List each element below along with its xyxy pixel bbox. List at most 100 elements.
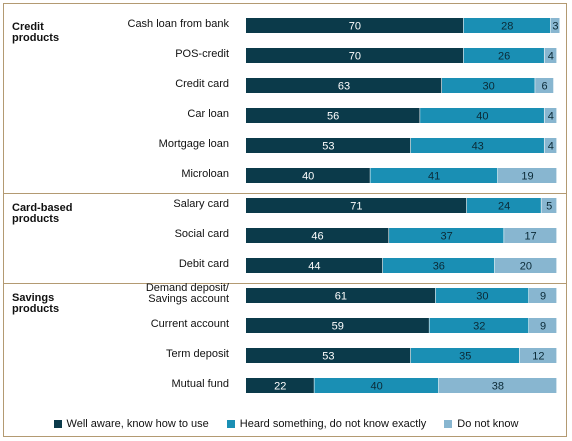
- bar-segment: [246, 258, 383, 273]
- bar-segment: [441, 78, 535, 93]
- data-label: 4: [548, 51, 554, 63]
- data-label: 70: [349, 51, 361, 63]
- legend-item: Do not know: [444, 418, 518, 430]
- chart-frame: [3, 3, 567, 437]
- data-label: 28: [501, 21, 513, 33]
- legend-label: Well aware, know how to use: [66, 418, 209, 430]
- bar-segment: [246, 78, 442, 93]
- data-label: 35: [459, 351, 471, 363]
- data-label: 41: [428, 171, 440, 183]
- data-label: 40: [476, 111, 488, 123]
- category-label: Term deposit: [166, 348, 229, 360]
- bar-segment: [463, 48, 544, 63]
- chart-legend: Well aware, know how to use Heard someth…: [0, 416, 572, 432]
- group-label-line: products: [12, 213, 60, 225]
- bar-row: Cash loan from bank 70 28 3: [128, 18, 560, 33]
- data-label: 40: [370, 381, 382, 393]
- data-label: 30: [482, 81, 494, 93]
- data-label: 6: [541, 81, 547, 93]
- data-label: 3: [552, 21, 558, 33]
- group-label-line: products: [12, 303, 60, 315]
- bar-segment: [246, 108, 420, 123]
- category-label: Salary card: [173, 198, 229, 210]
- bar-row: Mutual fund 22 40 38: [172, 378, 557, 393]
- group-label-line: Card-based: [12, 202, 73, 214]
- data-label: 44: [308, 261, 320, 273]
- bar-segment: [246, 198, 467, 213]
- bar-row: POS-credit 70 26 4: [175, 48, 557, 63]
- legend-label: Do not know: [457, 418, 519, 430]
- bar-segment: [246, 168, 370, 183]
- bar-segment: [246, 228, 389, 243]
- bar-segment: [494, 258, 557, 273]
- data-label: 36: [433, 261, 445, 273]
- category-label: Demand deposit/Savings account: [146, 282, 230, 305]
- data-label: 20: [520, 261, 532, 273]
- data-label: 38: [492, 381, 504, 393]
- legend-item: Heard something, do not know exactly: [226, 418, 427, 430]
- group-label-line: products: [12, 32, 60, 44]
- bar-segment: [246, 18, 464, 33]
- bar-row: Microloan 40 41 19: [181, 168, 557, 183]
- category-label: Credit card: [175, 78, 229, 90]
- group-label-card-based-products: Card-based products: [12, 203, 73, 225]
- bar-row: Mortgage loan 53 43 4: [159, 138, 557, 153]
- bar-segment: [420, 108, 544, 123]
- bar-segment: [410, 348, 520, 363]
- bar-segment: [463, 18, 551, 33]
- bar-row: Car loan 56 40 4: [187, 108, 557, 123]
- bar-segment: [529, 318, 557, 333]
- bar-row: Term deposit 53 35 12: [166, 348, 557, 363]
- legend-swatch: [226, 420, 235, 428]
- bar-segment: [497, 168, 557, 183]
- bar-segment: [438, 378, 557, 393]
- category-label: Microloan: [181, 168, 229, 180]
- data-label: 71: [350, 201, 362, 213]
- data-label: 19: [521, 171, 533, 183]
- data-label: 30: [476, 291, 488, 303]
- data-label: 53: [322, 351, 334, 363]
- data-label: 4: [548, 111, 554, 123]
- bar-row: Demand deposit/Savings account 61 30 9: [146, 282, 557, 305]
- bar-row: Debit card 44 36 20: [179, 258, 557, 273]
- data-label: 22: [274, 381, 286, 393]
- bar-segment: [544, 48, 557, 63]
- data-label: 37: [440, 231, 452, 243]
- group-label-line: Savings: [12, 292, 55, 304]
- category-label: Car loan: [187, 108, 229, 120]
- bar-segment: [550, 18, 560, 33]
- bar-segment: [466, 198, 541, 213]
- category-label: Current account: [151, 318, 229, 330]
- data-label: 9: [540, 291, 546, 303]
- data-label: 24: [498, 201, 510, 213]
- bar-segment: [246, 348, 411, 363]
- bar-segment: [246, 288, 436, 303]
- category-label: POS-credit: [175, 48, 229, 60]
- legend-label: Heard something, do not know exactly: [239, 418, 427, 430]
- legend-item: Well aware, know how to use: [53, 418, 209, 430]
- data-label: 56: [327, 111, 339, 123]
- data-label: 70: [349, 21, 361, 33]
- legend-swatch: [53, 420, 62, 428]
- bar-segment: [529, 288, 557, 303]
- bar-segment: [535, 78, 554, 93]
- data-label: 4: [548, 141, 554, 153]
- data-label: 59: [332, 321, 344, 333]
- data-label: 17: [524, 231, 536, 243]
- bar-segment: [544, 108, 557, 123]
- data-label: 61: [335, 291, 347, 303]
- data-label: 26: [498, 51, 510, 63]
- bar-segment: [370, 168, 498, 183]
- bar-segment: [246, 138, 411, 153]
- bar-segment: [246, 318, 429, 333]
- category-label: Mortgage loan: [159, 138, 229, 150]
- data-label: 53: [322, 141, 334, 153]
- data-label: 9: [540, 321, 546, 333]
- data-label: 40: [302, 171, 314, 183]
- group-label-savings-products: Savings products: [12, 293, 59, 315]
- group-label-credit-products: Credit products: [12, 22, 59, 44]
- bar-segment: [314, 378, 439, 393]
- bar-segment: [504, 228, 557, 243]
- bar-segment: [541, 198, 557, 213]
